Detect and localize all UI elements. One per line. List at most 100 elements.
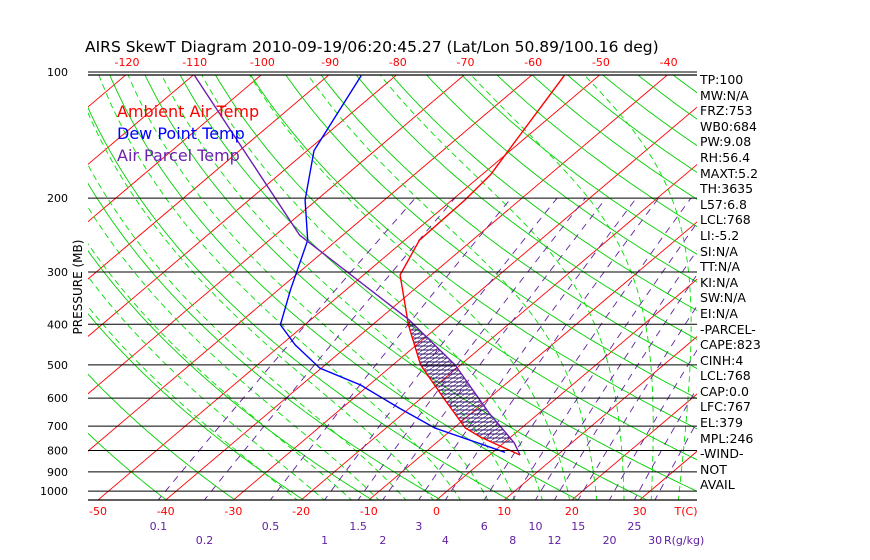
mixing-ratio-line bbox=[534, 249, 697, 500]
legend: Ambient Air Temp Dew Point Temp Air Parc… bbox=[117, 102, 259, 165]
isotherm-line bbox=[435, 278, 697, 500]
dry-adiabat-line bbox=[496, 75, 697, 228]
index-item: PW:9.08 bbox=[700, 134, 752, 150]
moist-adiabat-line bbox=[249, 75, 571, 500]
bottom-temp-tick-label: 30 bbox=[633, 505, 647, 518]
mixing-ratio-line bbox=[553, 273, 697, 500]
isotherm-line bbox=[88, 75, 533, 452]
index-item: NOT bbox=[700, 461, 727, 477]
isotherm-line bbox=[88, 75, 262, 223]
index-item: TH:3635 bbox=[700, 181, 754, 197]
mixing-ratio-tick-label: 12 bbox=[548, 534, 562, 547]
dry-adiabat-line bbox=[285, 75, 697, 399]
top-temp-tick-label: -80 bbox=[389, 56, 407, 69]
profiles bbox=[194, 75, 565, 456]
isotherm-line bbox=[88, 75, 465, 395]
index-item: EL:379 bbox=[700, 415, 743, 431]
mixing-ratio-line bbox=[269, 197, 512, 500]
pressure-tick-label: 900 bbox=[47, 466, 68, 479]
mixing-ratio-tick-label: 3 bbox=[415, 520, 422, 533]
chart-title: AIRS SkewT Diagram 2010-09-19/06:20:45.2… bbox=[85, 38, 659, 56]
top-temp-tick-label: -50 bbox=[592, 56, 610, 69]
isotherm-line bbox=[88, 75, 195, 165]
top-temp-tick-label: -120 bbox=[115, 56, 140, 69]
index-item: TT:N/A bbox=[700, 259, 741, 275]
index-item: CINH:4 bbox=[700, 352, 744, 368]
y-axis-label: PRESSURE (MB) bbox=[71, 240, 85, 335]
bottom-temp-tick-label: -50 bbox=[89, 505, 107, 518]
mixing-ratio-axis-label: R(g/kg) bbox=[664, 534, 704, 547]
legend-parcel-temp: Air Parcel Temp bbox=[117, 146, 240, 165]
mixing-ratio-line bbox=[323, 197, 558, 500]
mixing-ratio-line bbox=[512, 222, 697, 500]
top-temp-tick-label: -60 bbox=[524, 56, 542, 69]
mixing-ratio-line bbox=[157, 197, 416, 500]
dry-adiabat-line bbox=[426, 75, 697, 283]
bottom-temp-tick-label: 0 bbox=[433, 505, 440, 518]
top-temp-tick-label: -110 bbox=[182, 56, 207, 69]
mixing-ratio-tick-label: 30 bbox=[648, 534, 662, 547]
dry-adiabat-line bbox=[214, 75, 697, 461]
index-item: L57:6.8 bbox=[700, 196, 747, 212]
mixing-ratio-tick-label: 4 bbox=[442, 534, 449, 547]
index-item: AVAIL bbox=[700, 477, 735, 493]
mixing-ratio-tick-label: 1 bbox=[321, 534, 328, 547]
index-item: LCL:768 bbox=[700, 212, 751, 228]
mixing-ratio-line bbox=[357, 197, 586, 500]
index-item: EI:N/A bbox=[700, 305, 738, 321]
dry-adiabat-line bbox=[250, 75, 697, 430]
mixing-ratio-line bbox=[633, 387, 697, 500]
index-item: LFC:767 bbox=[700, 399, 751, 415]
top-temp-tick-label: -70 bbox=[457, 56, 475, 69]
moist-adiabat-line bbox=[307, 75, 598, 500]
index-item: SI:N/A bbox=[700, 243, 738, 259]
index-item: MAXT:5.2 bbox=[700, 165, 759, 181]
mixing-ratio-line bbox=[382, 197, 607, 500]
x-axis-label: T(C) bbox=[674, 505, 698, 518]
moist-adiabat-line bbox=[88, 305, 298, 500]
moist-adiabat-line bbox=[98, 75, 462, 500]
index-item: SW:N/A bbox=[700, 290, 746, 306]
pressure-tick-label: 600 bbox=[47, 392, 68, 405]
index-item: MPL:246 bbox=[700, 430, 754, 446]
mixing-ratio-tick-label: 15 bbox=[571, 520, 585, 533]
index-item: CAPE:823 bbox=[700, 337, 761, 353]
legend-ambient-temp: Ambient Air Temp bbox=[117, 102, 259, 121]
pressure-tick-label: 1000 bbox=[40, 485, 68, 498]
isotherm-line bbox=[503, 336, 697, 500]
legend-dew-point: Dew Point Temp bbox=[117, 124, 245, 143]
pressure-tick-label: 300 bbox=[47, 266, 68, 279]
index-item: WB0:684 bbox=[700, 118, 757, 134]
isotherm-line bbox=[368, 221, 697, 500]
mixing-ratio-line bbox=[444, 197, 659, 500]
mixing-ratio-tick-label: 1.5 bbox=[349, 520, 367, 533]
dry-adiabat-line bbox=[531, 75, 697, 200]
pressure-tick-label: 700 bbox=[47, 420, 68, 433]
index-item: MW:N/A bbox=[700, 87, 749, 103]
dew-point-line bbox=[279, 75, 506, 453]
dry-adiabat-line bbox=[355, 75, 697, 340]
dry-adiabat-line bbox=[320, 75, 697, 370]
moist-adiabat-line bbox=[88, 111, 434, 500]
top-temp-tick-label: -90 bbox=[321, 56, 339, 69]
pressure-tick-label: 100 bbox=[47, 66, 68, 79]
mixing-ratio-tick-label: 0.2 bbox=[196, 534, 214, 547]
index-item: LI:-5.2 bbox=[700, 227, 740, 243]
mixing-ratio-tick-label: 0.1 bbox=[150, 520, 168, 533]
mixing-ratio-line bbox=[483, 197, 692, 500]
index-item: FRZ:753 bbox=[700, 103, 753, 119]
index-item: KI:N/A bbox=[700, 274, 739, 290]
bottom-temp-tick-label: -30 bbox=[224, 505, 242, 518]
isotherm-line bbox=[300, 163, 697, 500]
isotherm-line bbox=[165, 75, 668, 500]
mixing-ratio-tick-label: 0.5 bbox=[262, 520, 280, 533]
dry-adiabat-line bbox=[461, 75, 697, 255]
axes: 0.10.20.511.5234681012152025301002003004… bbox=[40, 56, 704, 547]
index-item: TP:100 bbox=[700, 72, 744, 87]
mixing-ratio-line bbox=[608, 349, 697, 500]
mixing-ratio-tick-label: 6 bbox=[481, 520, 488, 533]
bottom-temp-tick-label: -40 bbox=[157, 505, 175, 518]
isotherm-line bbox=[0, 63, 73, 502]
mixing-ratio-line bbox=[418, 197, 637, 500]
